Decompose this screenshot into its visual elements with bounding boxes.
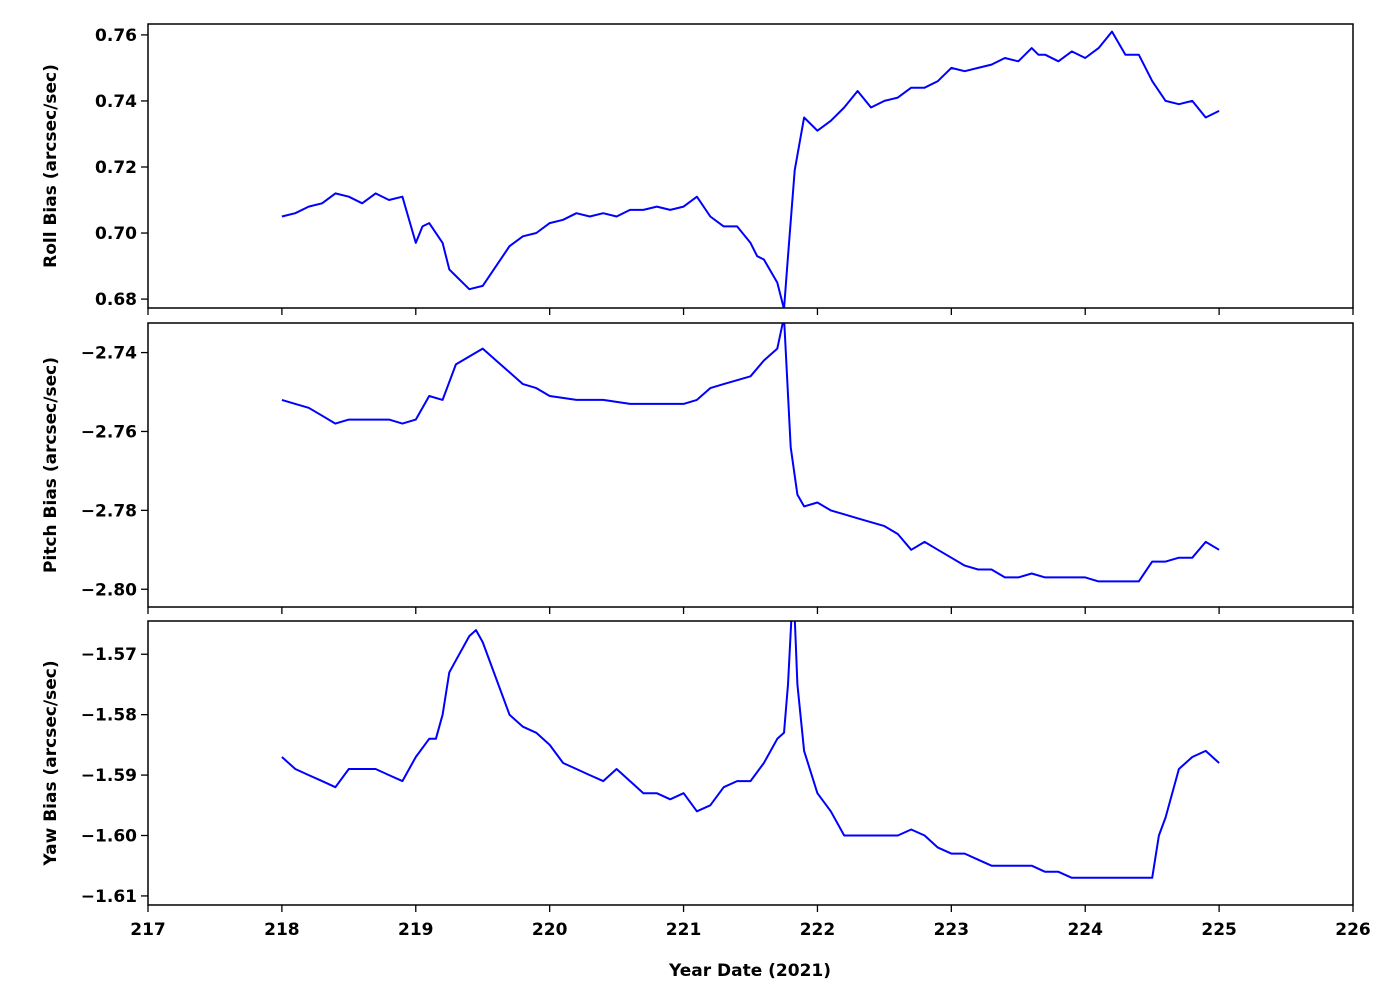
roll-series-line [281,30,1220,308]
panel-pitch: −2.80 −2.78 −2.76 −2.74 Pitch Bias (arcsec/s… [41,322,1354,614]
yaw-y-tick-label: −1.58 [81,706,137,726]
x-tick-label: 225 [1201,920,1237,940]
pitch-y-axis-title: Pitch Bias (arcsec/sec) [41,357,61,573]
x-tick-label: 218 [264,920,300,940]
yaw-series-line [281,621,1220,879]
x-tick-label: 217 [130,920,166,940]
pitch-y-tick-label: −2.74 [81,344,137,364]
roll-y-tick-label: 0.74 [95,92,137,112]
x-tick-label: 220 [532,920,568,940]
panel-roll: 0.68 0.70 0.72 0.74 0.76 Roll Bias (arcsec/se… [41,23,1354,315]
roll-y-tick-label: 0.76 [95,26,137,46]
x-axis-title: Year Date (2021) [668,961,831,981]
pitch-series-line [281,323,1220,583]
roll-plot-frame [147,23,1354,309]
pitch-y-tick-label: −2.76 [81,422,137,442]
x-tick-label: 222 [800,920,836,940]
roll-y-tick-label: 0.68 [95,290,137,310]
roll-y-tick-label: 0.72 [95,158,137,178]
yaw-y-tick-label: −1.57 [81,645,137,665]
roll-y-axis-title: Roll Bias (arcsec/sec) [41,64,61,268]
x-tick-label: 219 [398,920,434,940]
x-tick-label: 223 [934,920,970,940]
yaw-plot-frame [147,620,1354,906]
x-tick-label: 221 [666,920,702,940]
pitch-y-tick-label: −2.78 [81,501,137,521]
yaw-y-axis-title: Yaw Bias (arcsec/sec) [41,660,61,866]
yaw-y-tick-label: −1.59 [81,766,137,786]
x-tick-label: 224 [1067,920,1103,940]
panel-yaw: −1.61 −1.60 −1.59 −1.58 −1.57 217 218 219 220 221… [41,620,1371,940]
x-tick-label: 226 [1335,920,1371,940]
pitch-y-tick-label: −2.80 [81,580,137,600]
roll-y-tick-label: 0.70 [95,224,137,244]
yaw-y-tick-label: −1.61 [81,887,137,907]
pitch-plot-frame [147,322,1354,608]
yaw-y-tick-label: −1.60 [81,827,137,847]
